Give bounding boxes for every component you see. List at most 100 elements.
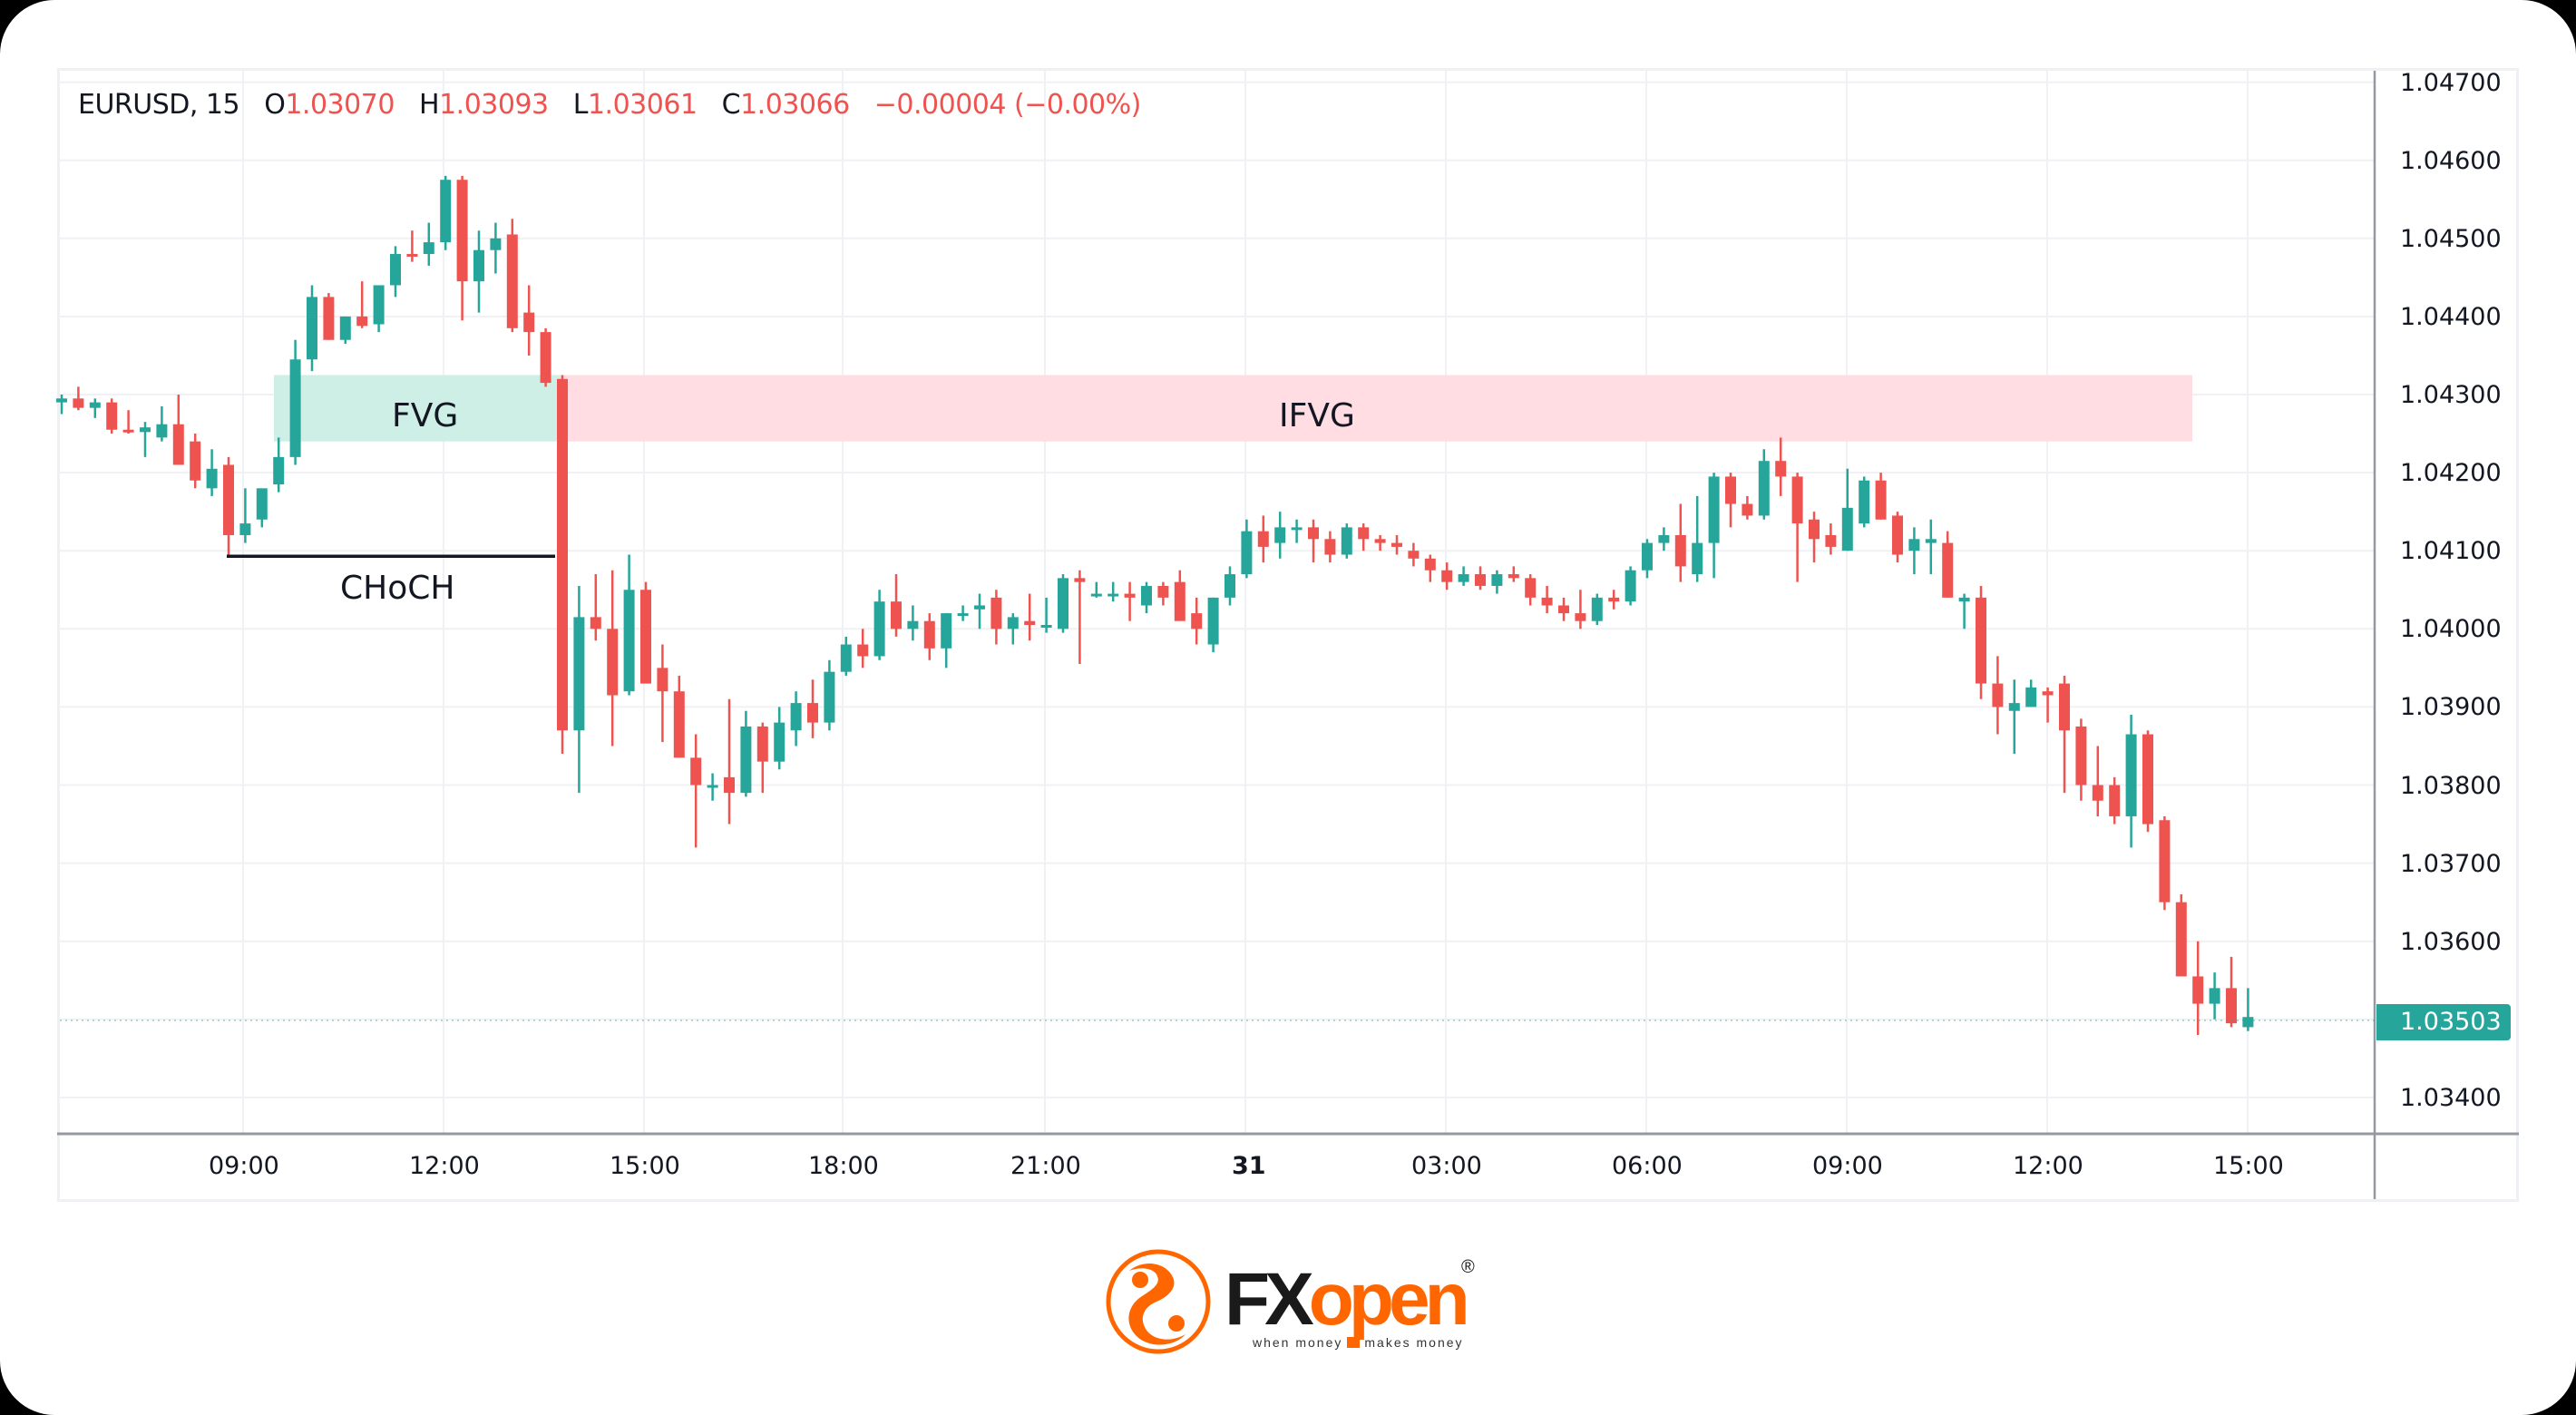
candle-body (307, 297, 317, 360)
price-tick-label: 1.04400 (2400, 302, 2502, 331)
candle-body (1274, 527, 1286, 543)
candle-body (1725, 476, 1736, 504)
ifvg-label: IFVG (1279, 397, 1355, 434)
candle-body (1841, 507, 1853, 551)
candle-body (1825, 534, 1837, 547)
candle-body (1141, 585, 1152, 606)
candle-body (2092, 785, 2103, 801)
candle-body (122, 429, 134, 433)
candle-body (1541, 597, 1553, 606)
candle-body (2125, 734, 2137, 816)
candle-body (1642, 542, 1653, 571)
candle-body (2175, 902, 2187, 977)
bull-bear-emblem-icon (1106, 1249, 1211, 1354)
candle-body (1674, 534, 1686, 567)
candle-body (456, 180, 468, 282)
candle-body (590, 617, 601, 629)
candle-body (1658, 534, 1670, 543)
candle-body (1308, 527, 1319, 540)
close-value: 1.03066 (740, 89, 850, 121)
candle-body (1925, 539, 1937, 543)
candle-body (1040, 624, 1052, 628)
candle-body (1374, 539, 1386, 543)
choch-label: CHoCH (340, 570, 455, 607)
candle-body (1475, 574, 1486, 586)
candle-body (1207, 597, 1219, 645)
candle-body (1458, 574, 1469, 582)
time-tick-label: 06:00 (1612, 1152, 1683, 1180)
candle-body (190, 441, 201, 481)
price-tick-label: 1.04500 (2400, 224, 2502, 253)
candle-body (873, 601, 885, 657)
candle-body (1441, 570, 1453, 582)
low-label: L (572, 89, 589, 121)
candle-body (140, 427, 151, 433)
candle-body (1942, 542, 1954, 598)
candle-body (1124, 593, 1136, 598)
candle-body (907, 620, 919, 629)
candle-body (1976, 597, 1986, 684)
ohlc-legend: EURUSD, 15 O1.03070 H1.03093 L1.03061 C1… (78, 89, 1141, 121)
change-value: −0.00004 (−0.00%) (873, 89, 1142, 121)
candle-body (2159, 820, 2171, 903)
brand-tagline: when money makes money (1253, 1335, 1464, 1350)
candle-body (1692, 542, 1703, 575)
time-tick-label: 31 (1232, 1152, 1266, 1180)
time-tick-label: 03:00 (1411, 1152, 1482, 1180)
candle-body (774, 722, 785, 762)
candle-body (390, 254, 401, 286)
candle-body (1525, 578, 1537, 598)
candle-body (690, 757, 702, 786)
candle-body (356, 316, 368, 327)
candle-body (1608, 597, 1620, 602)
candle-body (607, 629, 619, 696)
high-label: H (419, 89, 440, 121)
candle-body (941, 613, 952, 649)
candle-body (2226, 988, 2237, 1024)
candle-body (2109, 785, 2121, 816)
candle-body (473, 249, 484, 282)
candle-body (1107, 593, 1119, 597)
candle-body (523, 312, 535, 333)
candle-body (957, 613, 969, 617)
candle-body (2242, 1017, 2254, 1028)
brand-open: open (1308, 1258, 1470, 1341)
candle-body (1358, 527, 1370, 540)
candle-body (1174, 581, 1186, 621)
time-tick-label: 12:00 (409, 1152, 480, 1180)
time-tick-label: 09:00 (1812, 1152, 1883, 1180)
price-tick-label: 1.04300 (2400, 381, 2502, 409)
brand-fx: FX (1225, 1258, 1314, 1341)
time-tick-label: 09:00 (209, 1152, 279, 1180)
current-price-badge: 1.03503 (2376, 1004, 2511, 1040)
candle-body (289, 359, 301, 457)
price-tick-label: 1.03400 (2400, 1083, 2502, 1112)
price-tick-label: 1.04600 (2400, 146, 2502, 175)
candle-body (540, 332, 551, 384)
time-tick-label: 18:00 (808, 1152, 879, 1180)
candle-body (1591, 597, 1603, 621)
candle-body (73, 398, 84, 408)
candle-body (106, 402, 118, 430)
candle-body (172, 424, 184, 465)
candle-body (1074, 578, 1086, 582)
candle-body (1408, 551, 1420, 559)
symbol-label: EURUSD, 15 (78, 89, 240, 121)
candle-body (56, 398, 67, 403)
candle-body (640, 590, 651, 684)
candle-body (1225, 574, 1235, 598)
candle-body (2209, 988, 2220, 1004)
candle-body (89, 402, 101, 408)
candle-body (724, 776, 735, 794)
candle-body (373, 285, 385, 325)
candle-body (2075, 726, 2087, 786)
open-label: O (264, 89, 286, 121)
open-value: 1.03070 (285, 89, 395, 121)
candle-body (1058, 578, 1068, 629)
candle-body (440, 180, 452, 243)
candle-body (406, 254, 418, 258)
candle-body (1558, 605, 1569, 614)
candle-body (1491, 574, 1503, 586)
candle-body (206, 468, 218, 489)
